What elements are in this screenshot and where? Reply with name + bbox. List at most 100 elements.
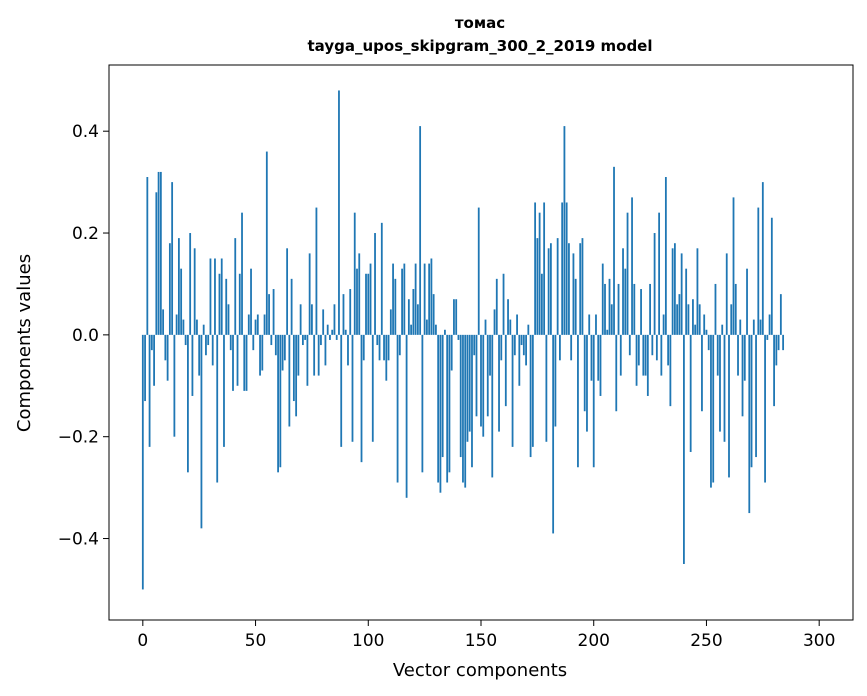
bar — [243, 334, 246, 391]
bar — [333, 304, 336, 335]
bar — [241, 212, 243, 335]
bar — [389, 309, 392, 335]
bar — [649, 283, 651, 335]
bar — [227, 304, 230, 335]
bar — [466, 334, 469, 442]
bar — [412, 289, 415, 335]
bar — [676, 304, 679, 335]
bar — [457, 334, 460, 340]
bar — [455, 299, 458, 335]
bar — [403, 263, 406, 335]
bar — [520, 334, 523, 346]
bar — [586, 334, 588, 432]
bar — [721, 324, 724, 335]
bar — [295, 334, 298, 417]
bar — [159, 171, 162, 335]
x-tick-label: 100 — [352, 631, 384, 651]
bar — [482, 334, 485, 437]
bar — [202, 324, 205, 335]
bar — [351, 334, 354, 442]
bar — [274, 334, 277, 356]
bar — [554, 334, 557, 427]
bar — [728, 334, 730, 478]
bar — [263, 314, 266, 335]
bar — [462, 334, 464, 483]
y-tick-label: 0.2 — [72, 224, 99, 244]
bar — [432, 294, 435, 335]
bar — [522, 334, 525, 356]
bar — [428, 263, 431, 335]
bar — [347, 334, 349, 366]
bar — [746, 268, 748, 335]
bar — [155, 192, 158, 335]
bar — [595, 314, 597, 335]
y-axis-ticks: −0.4 −0.2 0.0 0.2 0.4 — [58, 122, 109, 550]
bar — [604, 283, 606, 335]
bar — [340, 334, 343, 447]
bar — [646, 334, 649, 396]
bar — [277, 334, 279, 473]
bar — [513, 334, 516, 356]
bar — [601, 263, 604, 335]
chart-subtitle: tayga_upos_skipgram_300_2_2019 model — [308, 37, 653, 55]
bar — [187, 334, 189, 473]
x-axis-label: Vector components — [393, 660, 567, 681]
bar — [313, 334, 316, 376]
bar — [640, 289, 642, 335]
bar — [180, 268, 183, 335]
bar — [635, 334, 638, 386]
bar — [245, 334, 248, 391]
bar — [689, 334, 692, 452]
bar — [748, 334, 751, 514]
bar — [475, 334, 478, 417]
bar — [692, 299, 694, 335]
bar — [610, 304, 613, 335]
x-tick-label: 0 — [137, 631, 148, 651]
bar — [757, 207, 760, 335]
bar — [175, 314, 178, 335]
y-tick-label: 0.0 — [72, 326, 99, 346]
bar — [572, 253, 575, 335]
bar — [685, 268, 688, 335]
bar — [459, 334, 462, 458]
bar — [568, 243, 570, 335]
bar — [437, 334, 440, 483]
bar — [184, 334, 187, 346]
bar — [664, 177, 667, 335]
bar — [286, 248, 289, 335]
bar — [173, 334, 176, 437]
bar — [559, 334, 561, 361]
bar — [338, 90, 340, 335]
bar — [279, 334, 282, 468]
bar — [191, 334, 194, 396]
bar — [146, 177, 149, 335]
x-tick-label: 50 — [245, 631, 267, 651]
bar — [209, 258, 212, 335]
bar — [707, 334, 710, 351]
bar — [162, 309, 165, 335]
bar — [435, 324, 437, 335]
bar — [329, 334, 331, 340]
y-tick-label: −0.2 — [58, 428, 99, 448]
bar — [353, 212, 356, 335]
bar — [716, 334, 719, 376]
bar — [308, 253, 311, 335]
bar — [441, 334, 444, 458]
bar — [358, 253, 361, 335]
bar — [148, 334, 151, 447]
bar — [613, 166, 615, 335]
bar — [205, 334, 207, 356]
bar — [775, 334, 778, 366]
bar — [398, 334, 401, 356]
bar — [405, 334, 408, 498]
bar — [229, 334, 232, 351]
bar — [712, 334, 715, 483]
bar — [150, 334, 153, 351]
bar — [362, 334, 365, 361]
bar — [770, 217, 773, 335]
bar — [730, 304, 733, 335]
bar — [416, 304, 419, 335]
bar — [504, 334, 507, 407]
bar — [256, 314, 259, 335]
bar — [759, 319, 762, 335]
